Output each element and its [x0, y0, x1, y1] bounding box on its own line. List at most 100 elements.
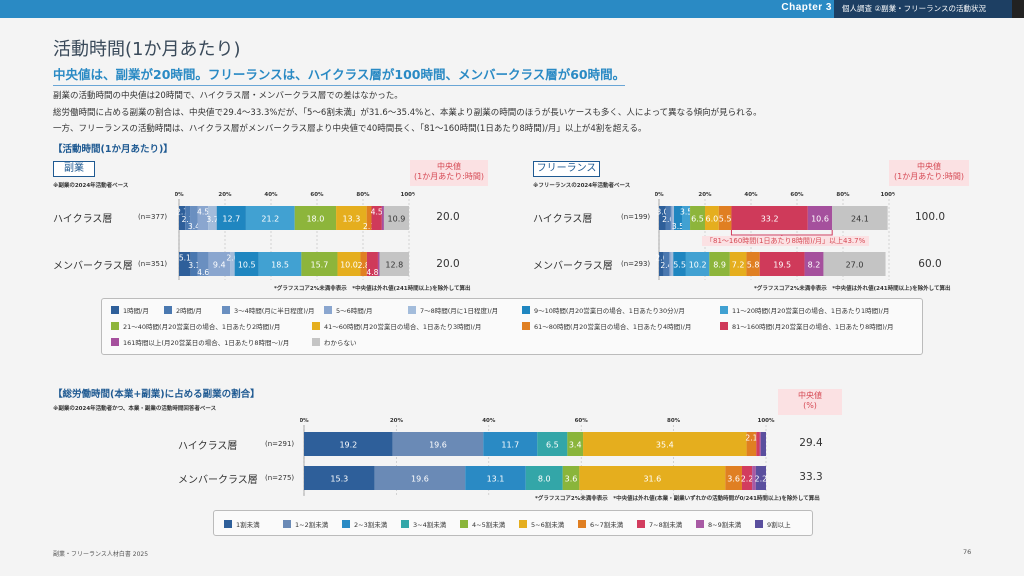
legend-label: 1~2割未満	[295, 521, 329, 529]
data-label: 13.1	[487, 475, 505, 484]
panel-tag-freelance: フリーランス	[533, 161, 600, 177]
data-label: 2.4	[660, 261, 672, 270]
x-tick-label: 40%	[744, 192, 758, 198]
data-label: 2.2	[741, 475, 754, 484]
row-label: メンバークラス層	[53, 261, 133, 272]
legend-label: 5~6割未満	[531, 521, 565, 529]
legend-item: 5~6割未満	[519, 519, 564, 529]
base-note-sidejob: ※副業の2024年活動者ベース	[53, 183, 129, 189]
footer-publication: 副業・フリーランス人材白書 2025	[53, 551, 149, 558]
median-value: 60.0	[918, 258, 942, 270]
bar-segment	[729, 252, 747, 276]
legend-item: 7〜8時間(月に1日程度)/月	[408, 305, 498, 315]
legend-swatch	[522, 306, 530, 314]
bar-segment	[465, 466, 526, 490]
data-label: 4.5	[371, 208, 383, 217]
bar-segment	[197, 206, 209, 230]
panel-tag-sidejob: 副業	[53, 161, 95, 177]
bar-segment	[377, 252, 380, 276]
legend-label: 41〜60時間(月20営業日の場合、1日あたり3時間)/月	[324, 323, 482, 331]
legend-swatch	[696, 520, 704, 528]
x-tick-label: 80%	[836, 192, 850, 198]
bar-segment	[337, 252, 361, 276]
data-label: 2.1	[745, 434, 757, 443]
legend-hours: 1時間/月 2時間/月 3〜4時間(月に半日程度)/月 5〜6時間/月 7〜8時間(月に…	[101, 298, 923, 355]
data-label: 3.5	[672, 222, 684, 231]
bar-segment	[671, 252, 674, 276]
legend-item: 81〜160時間(月20営業日の場合、1日あたり8時間)/月	[720, 321, 893, 331]
x-tick-label: 20%	[218, 192, 232, 198]
legend-item: 1時間/月	[111, 305, 149, 315]
legend-item: 1~2割未満	[283, 519, 328, 529]
section2-heading: 【総労働時間(本業+副業)に占める副業の割合】	[53, 389, 260, 400]
annotation-81-160-share: 「81〜160時間(1日あたり8時間)/月」以上43.7%	[702, 236, 870, 246]
bar-segment	[366, 252, 378, 276]
legend-item: 6~7割未満	[578, 519, 623, 529]
bar-segment	[673, 252, 686, 276]
data-label: 10.2	[689, 261, 707, 270]
x-tick-label: 0%	[655, 192, 664, 198]
data-label: 10.6	[811, 215, 829, 224]
section1-heading: 【活動時間(1か月あたり)】	[53, 144, 173, 155]
legend-label: 61〜80時間(月20営業日の場合、1日あたり4時間)/月	[534, 323, 692, 331]
bar-segment	[190, 206, 198, 230]
data-label: 5.8	[747, 261, 760, 270]
legend-label: 8~9割未満	[708, 521, 742, 529]
data-label: 5.5	[673, 261, 686, 270]
bar-segment	[670, 252, 672, 276]
x-tick-label: 60%	[310, 192, 324, 198]
row-label: メンバークラス層	[533, 261, 613, 272]
legend-swatch	[460, 520, 468, 528]
x-tick-label: 40%	[482, 418, 496, 424]
median-header-share: 中央値 (%)	[778, 389, 842, 415]
bar-segment	[705, 206, 719, 230]
median-header-freelance: 中央値 (1か月あたり:時間)	[889, 160, 969, 186]
legend-label: 3~4割未満	[413, 521, 447, 529]
legend-swatch	[755, 520, 763, 528]
legend-swatch	[401, 520, 409, 528]
data-label: 19.6	[429, 441, 447, 450]
median-header-title: 中央値	[437, 162, 461, 171]
x-tick-label: 60%	[575, 418, 589, 424]
note-median: *中央値は外れ値(241時間以上)を除外して算出	[832, 286, 951, 292]
data-label: 15.3	[330, 475, 348, 484]
row-label: ハイクラス層	[178, 441, 238, 452]
lead-text: 中央値は、副業が20時間。フリーランスは、ハイクラス層が100時間、メンバークラ…	[53, 64, 626, 86]
bar-segment	[690, 206, 705, 230]
median-header-unit: (%)	[803, 401, 817, 410]
legend-label: 81〜160時間(月20営業日の場合、1日あたり8時間)/月	[732, 323, 894, 331]
chart-sidejob-hours: 0%20%40%60%80%100%2.72.13.44.53.712.721.…	[175, 192, 415, 280]
bar-segment	[659, 206, 666, 230]
body-text: 副業の活動時間の中央値は20時間で、ハイクラス層・メンバークラス層での差はなかっ…	[53, 88, 762, 138]
data-label: 18.5	[271, 261, 289, 270]
legend-label: 7〜8時間(月に1日程度)/月	[420, 307, 499, 315]
bar-segment	[804, 252, 824, 276]
bar-segment	[741, 466, 753, 490]
data-label: 6.5	[546, 441, 559, 450]
bar-segment	[823, 252, 886, 276]
data-label: 21.2	[261, 215, 279, 224]
bar-segment	[179, 206, 186, 230]
data-label: 27.0	[846, 261, 864, 270]
bar-segment	[685, 252, 710, 276]
bar-segment	[366, 206, 372, 230]
data-label: 6.0	[706, 215, 719, 224]
bar-segment	[659, 252, 664, 276]
row-n: (n=377)	[138, 213, 168, 221]
bar-segment	[374, 466, 466, 490]
data-label: 10.0	[340, 261, 358, 270]
data-label: 10.5	[238, 261, 256, 270]
bar-segment	[208, 252, 231, 276]
bar-segment	[360, 252, 367, 276]
legend-swatch	[283, 520, 291, 528]
bar-segment	[197, 252, 209, 276]
median-header-sidejob: 中央値 (1か月あたり:時間)	[410, 160, 488, 186]
data-label: 5.1	[179, 254, 191, 263]
legend-label: 4~5割未満	[472, 521, 506, 529]
legend-label: 161時間以上(月20営業日の場合、1日あたり8時間〜)/月	[123, 339, 290, 347]
legend-swatch	[408, 306, 416, 314]
data-label: 2.0	[662, 215, 674, 224]
data-label: 8.0	[538, 475, 551, 484]
row-label: メンバークラス層	[178, 475, 258, 486]
bar-segment	[759, 432, 761, 456]
